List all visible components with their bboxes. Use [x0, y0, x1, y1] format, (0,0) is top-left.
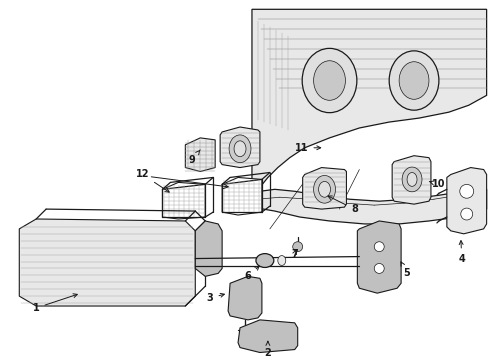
Ellipse shape: [256, 253, 274, 267]
Polygon shape: [228, 276, 262, 320]
Circle shape: [293, 242, 303, 252]
Circle shape: [460, 184, 474, 198]
Text: 8: 8: [328, 196, 358, 214]
Ellipse shape: [314, 61, 345, 100]
Text: 1: 1: [33, 294, 77, 313]
Polygon shape: [357, 221, 401, 293]
Text: 10: 10: [429, 179, 445, 189]
Polygon shape: [196, 221, 222, 276]
Circle shape: [461, 208, 473, 220]
Text: 6: 6: [245, 266, 259, 282]
Text: 12: 12: [136, 170, 169, 192]
Ellipse shape: [402, 167, 422, 192]
Ellipse shape: [278, 256, 286, 265]
Text: 7: 7: [292, 249, 298, 258]
Text: 11: 11: [295, 143, 320, 153]
Polygon shape: [447, 167, 487, 234]
Polygon shape: [238, 320, 298, 352]
Ellipse shape: [399, 62, 429, 99]
Ellipse shape: [407, 172, 417, 186]
Polygon shape: [185, 138, 215, 171]
Text: 9: 9: [189, 150, 200, 165]
Polygon shape: [252, 189, 487, 224]
Ellipse shape: [302, 48, 357, 113]
Ellipse shape: [318, 181, 331, 197]
Text: 2: 2: [265, 341, 271, 357]
Polygon shape: [303, 167, 346, 209]
Ellipse shape: [389, 51, 439, 110]
Circle shape: [374, 242, 384, 252]
Ellipse shape: [229, 135, 251, 163]
Text: 4: 4: [458, 240, 465, 264]
Polygon shape: [163, 183, 205, 219]
Polygon shape: [19, 219, 196, 306]
Polygon shape: [252, 9, 487, 194]
Text: 5: 5: [401, 262, 411, 278]
Polygon shape: [222, 177, 262, 215]
Polygon shape: [220, 127, 260, 167]
Circle shape: [374, 264, 384, 273]
Polygon shape: [392, 156, 431, 204]
Text: 3: 3: [207, 293, 224, 303]
Ellipse shape: [314, 175, 336, 203]
Ellipse shape: [234, 141, 246, 157]
